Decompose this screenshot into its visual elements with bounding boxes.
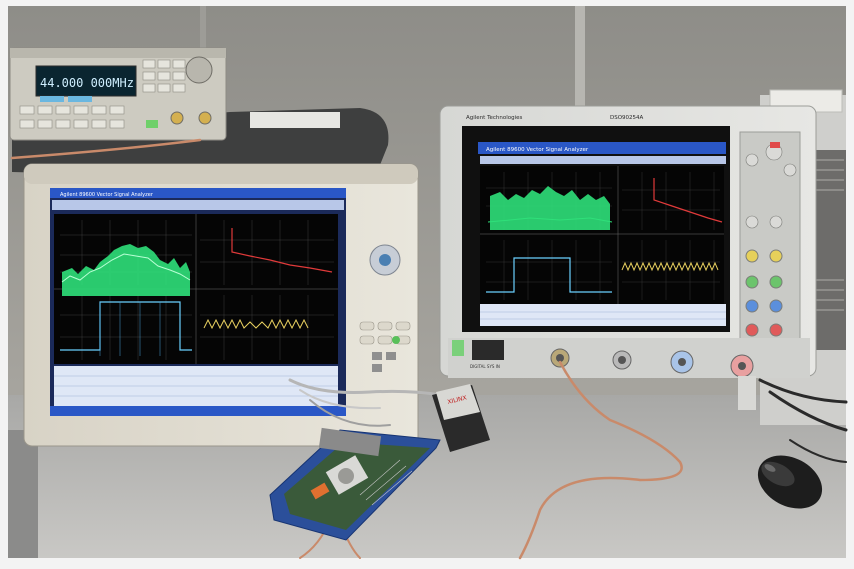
- photo-content: 44.000 000MHz 16800: [8, 6, 848, 560]
- scope-red-trace: [653, 178, 723, 223]
- xilinx-label: XILINX: [447, 394, 468, 406]
- oscilloscope-dso: Agilent Technologies DSO90254A Agilent 8…: [439, 105, 817, 410]
- analyzer-app-title: Agilent 89600 Vector Signal Analyzer: [60, 192, 154, 198]
- computer-mouse: [757, 455, 823, 509]
- generator-display: [35, 65, 137, 97]
- scope-yellow-trace: [621, 261, 719, 272]
- analyzer-yellow-trace: [203, 318, 309, 330]
- scope-app-title: Agilent 89600 Vector Signal Analyzer: [486, 147, 589, 153]
- xilinx-module: XILINX: [432, 384, 490, 452]
- logic-analyzer-16800: 16800 Agilent 89600 Vector Signal Analyz…: [23, 163, 419, 447]
- fpga-board: [269, 427, 441, 541]
- generator-knob: [185, 56, 213, 84]
- scope-port-label: DIGITAL SYS IN: [470, 364, 500, 369]
- analyzer-red-trace: [231, 228, 333, 273]
- wall-panel-seam: [575, 6, 585, 196]
- scope-model-label: DSO90254A: [610, 115, 644, 121]
- generator-frequency-readout: 44.000 000MHz: [40, 76, 134, 90]
- scope-time-trace: [486, 257, 612, 293]
- function-generator: 44.000 000MHz: [9, 47, 227, 141]
- channel-knobs: [745, 249, 783, 337]
- scope-brand-label: Agilent Technologies: [466, 115, 523, 121]
- analyzer-spectrum-trace: [62, 244, 190, 296]
